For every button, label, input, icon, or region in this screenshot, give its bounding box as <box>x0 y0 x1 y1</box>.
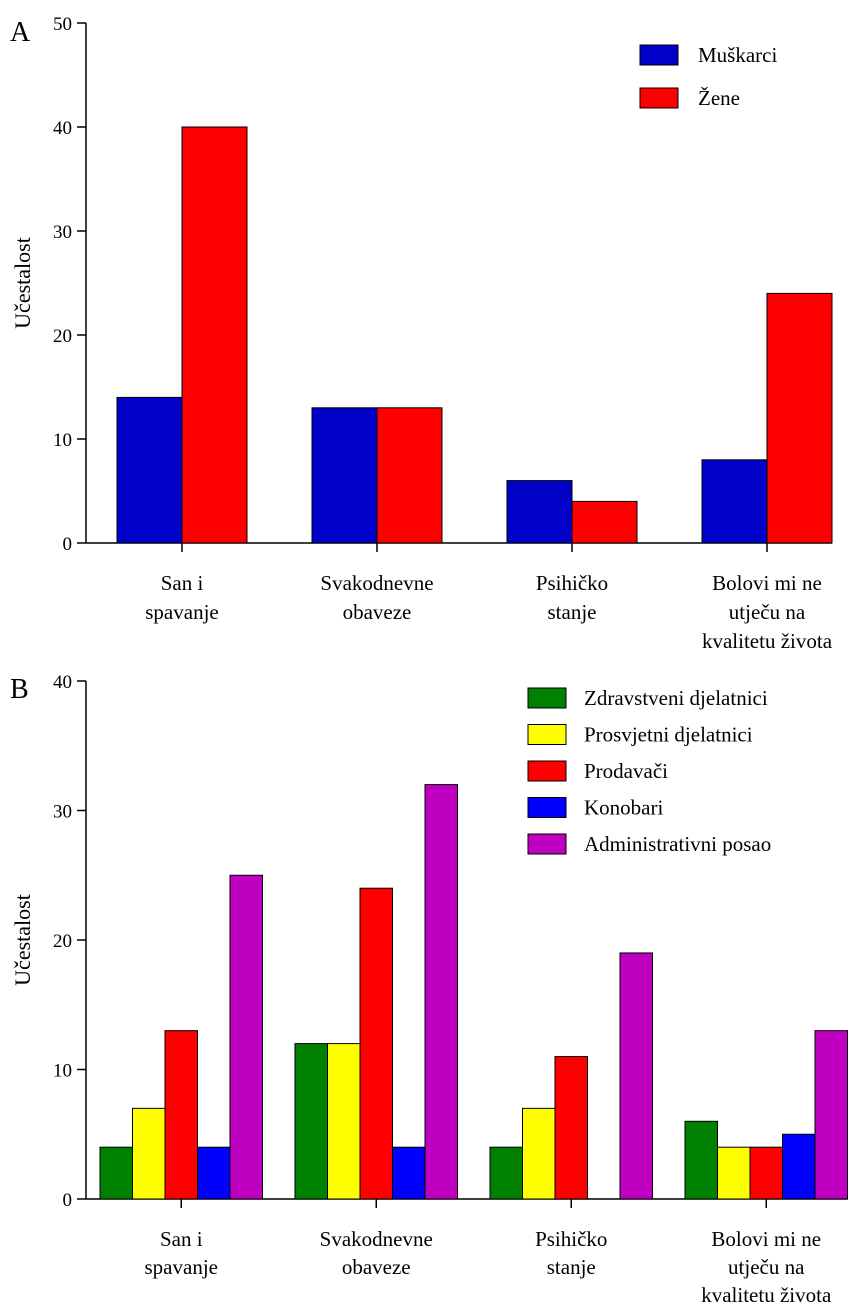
x-category-label: kvalitetu života <box>701 1283 832 1302</box>
y-tick-label: 40 <box>53 672 72 693</box>
x-category-label: Psihičko <box>535 1227 607 1251</box>
panel-label: A <box>10 17 31 48</box>
bar-žene-1 <box>376 407 443 544</box>
bar-administrativni-posao-0 <box>229 874 263 1200</box>
legend: Muškarci Žene <box>639 43 777 110</box>
chart-panel-B: B 0 10 20 30 40 Učestalost San i spavanje Svakodn… <box>10 672 848 1302</box>
y-tick-label: 20 <box>53 931 72 952</box>
bar-administrativni-posao-3 <box>814 1030 848 1200</box>
legend-label: Prodavači <box>584 759 668 783</box>
bar-zdravstveni-djelatnici-0 <box>99 1146 133 1200</box>
x-category-label: utječu na <box>728 1255 805 1279</box>
x-category-label: spavanje <box>145 600 218 624</box>
bar-prosvjetni-djelatnici-2 <box>522 1107 556 1200</box>
y-axis-title: Učestalost <box>10 894 35 986</box>
bar-prodavači-2 <box>554 1056 588 1200</box>
bar-prosvjetni-djelatnici-3 <box>717 1146 751 1200</box>
legend-swatch <box>527 724 567 745</box>
legend-label: Zdravstveni djelatnici <box>584 686 768 710</box>
x-category-label: San i <box>161 571 204 595</box>
panel-label: B <box>10 674 29 705</box>
bar-administrativni-posao-1 <box>424 784 458 1200</box>
legend-label: Konobari <box>584 796 663 820</box>
bar-žene-0 <box>181 126 248 544</box>
bar-muškarci-2 <box>506 480 573 544</box>
bar-zdravstveni-djelatnici-2 <box>489 1146 523 1200</box>
y-tick-label: 50 <box>53 14 72 35</box>
x-category-label: Bolovi mi ne <box>711 1227 821 1251</box>
legend-swatch <box>527 760 567 782</box>
y-tick-label: 0 <box>63 534 73 555</box>
x-category-label: obaveze <box>342 1255 411 1279</box>
x-category-label: utječu na <box>729 600 806 624</box>
bar-muškarci-3 <box>701 459 768 544</box>
y-tick-label: 10 <box>53 1061 72 1082</box>
x-category-label: stanje <box>547 1255 596 1279</box>
x-category-label: Svakodnevne <box>320 571 433 595</box>
bar-prosvjetni-djelatnici-1 <box>327 1043 361 1200</box>
legend-label: Žene <box>698 86 740 110</box>
legend-swatch <box>527 833 567 855</box>
legend: Zdravstveni djelatnici Prosvjetni djelatn… <box>527 686 771 856</box>
bar-žene-2 <box>571 500 638 544</box>
bar-prosvjetni-djelatnici-0 <box>132 1107 166 1200</box>
y-tick-label: 40 <box>53 118 72 139</box>
legend-label: Muškarci <box>698 43 777 67</box>
bar-zdravstveni-djelatnici-3 <box>684 1120 718 1200</box>
y-tick-label: 10 <box>53 430 72 451</box>
bar-prodavači-0 <box>164 1030 198 1200</box>
x-category-label: Svakodnevne <box>320 1227 433 1251</box>
y-tick-label: 30 <box>53 802 72 823</box>
y-axis-title: Učestalost <box>10 237 35 329</box>
bar-konobari-1 <box>392 1146 426 1200</box>
legend-swatch <box>527 797 567 818</box>
bar-administrativni-posao-2 <box>619 952 653 1200</box>
y-tick-label: 20 <box>53 326 72 347</box>
x-category-label: Psihičko <box>536 571 608 595</box>
legend-label: Prosvjetni djelatnici <box>584 723 753 747</box>
bar-prodavači-3 <box>749 1146 783 1200</box>
x-category-label: spavanje <box>145 1255 218 1279</box>
chart-panel-A: A 0 10 20 30 40 50 Učestalost San i spavanje Svako… <box>10 14 833 653</box>
legend-swatch <box>527 687 567 709</box>
bar-zdravstveni-djelatnici-1 <box>294 1043 328 1200</box>
x-category-label: stanje <box>548 600 597 624</box>
x-category-label: obaveze <box>343 600 412 624</box>
legend-swatch <box>639 44 679 66</box>
y-tick-label: 0 <box>63 1190 73 1211</box>
x-category-label: Bolovi mi ne <box>712 571 822 595</box>
x-category-label: San i <box>160 1227 203 1251</box>
bar-prodavači-1 <box>359 887 393 1200</box>
bar-žene-3 <box>766 292 833 544</box>
bar-muškarci-0 <box>116 396 183 544</box>
x-category-label: kvalitetu života <box>702 629 833 653</box>
legend-swatch <box>639 87 679 109</box>
y-tick-label: 30 <box>53 222 72 243</box>
bar-konobari-0 <box>197 1146 231 1200</box>
bar-muškarci-1 <box>311 407 378 544</box>
legend-label: Administrativni posao <box>584 832 771 856</box>
bar-konobari-3 <box>782 1133 816 1200</box>
